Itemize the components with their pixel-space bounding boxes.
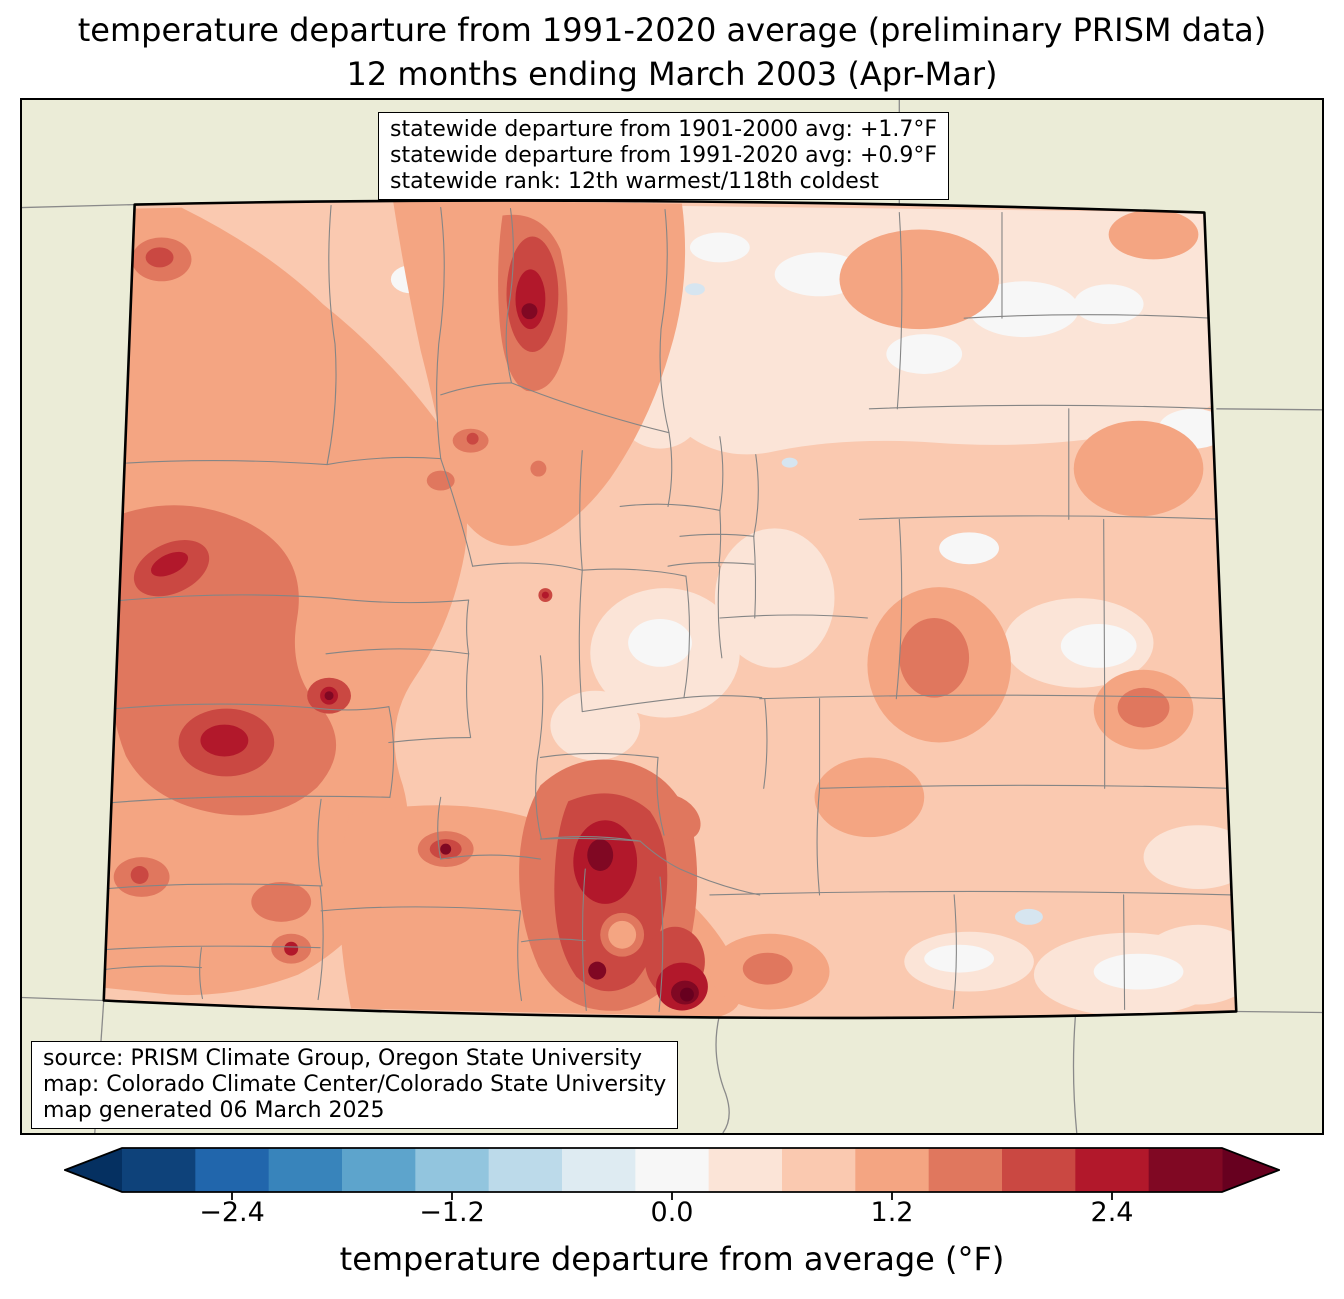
stats-line-2: statewide departure from 1991-2020 avg: … — [390, 143, 938, 168]
county-boundaries — [103, 205, 1233, 1013]
band-deep-maroon-spot — [679, 987, 694, 1002]
band-maroon-spots — [324, 303, 699, 1005]
colorbar-outline — [64, 1147, 1280, 1193]
colorbar-tick-label: 2.4 — [1090, 1197, 1134, 1228]
stats-box: statewide departure from 1901-2000 avg: … — [378, 112, 950, 200]
source-line-3: map generated 06 March 2025 — [43, 1098, 385, 1123]
colorbar-tick-label: −2.4 — [199, 1197, 265, 1228]
title-line-1: temperature departure from 1991-2020 ave… — [77, 11, 1267, 49]
colorbar-tick-label: −1.2 — [419, 1197, 485, 1228]
stats-line-3: statewide rank: 12th warmest/118th colde… — [390, 169, 879, 194]
colorbar-segments — [122, 1148, 1223, 1192]
colorbar-left-arrow — [65, 1148, 122, 1192]
colorado-anomaly-map — [22, 100, 1322, 1133]
colorbar-axis-label: temperature departure from average (°F) — [339, 1240, 1005, 1278]
source-line-1: source: PRISM Climate Group, Oregon Stat… — [43, 1046, 643, 1071]
map-frame: statewide departure from 1901-2000 avg: … — [20, 98, 1324, 1135]
band-white-spots — [390, 232, 1229, 990]
source-line-2: map: Colorado Climate Center/Colorado St… — [43, 1072, 667, 1097]
map-title: temperature departure from 1991-2020 ave… — [0, 8, 1344, 96]
colorbar — [64, 1147, 1280, 1200]
colorbar-right-arrow — [1222, 1148, 1279, 1192]
state-border — [102, 199, 1238, 1020]
cool-spots — [684, 283, 1043, 925]
stats-line-1: statewide departure from 1901-2000 avg: … — [390, 117, 938, 142]
colorbar-tick-marks — [231, 1192, 1113, 1200]
source-box: source: PRISM Climate Group, Oregon Stat… — [31, 1041, 679, 1129]
colorbar-tick-label: 0.0 — [650, 1197, 694, 1228]
inner-ring-salmon — [608, 920, 637, 949]
anomaly-field — [103, 200, 1237, 1018]
colorbar-tick-label: 1.2 — [870, 1197, 914, 1228]
title-line-2: 12 months ending March 2003 (Apr-Mar) — [346, 55, 998, 93]
band-dark-red-regions — [150, 269, 708, 1011]
